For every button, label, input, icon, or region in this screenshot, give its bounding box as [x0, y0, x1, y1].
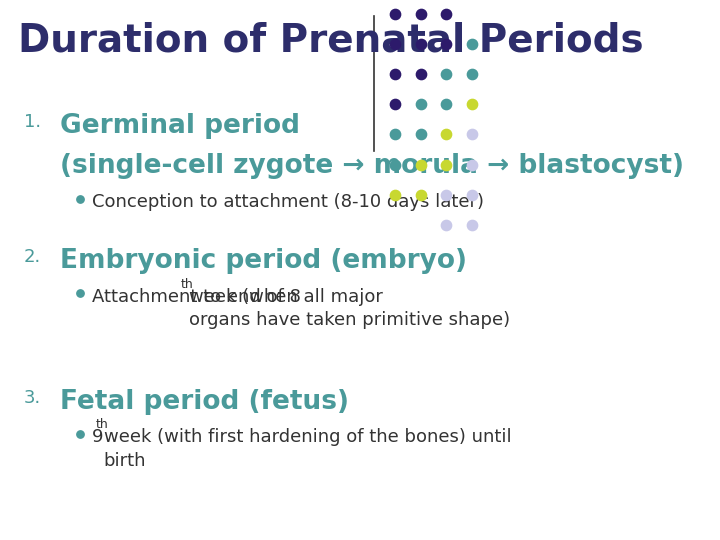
Text: 9: 9	[91, 428, 103, 446]
Point	[74, 289, 86, 298]
Point	[415, 160, 426, 169]
Text: Attachment to end of 8: Attachment to end of 8	[91, 288, 300, 306]
Point	[441, 100, 452, 109]
Point	[441, 221, 452, 230]
Point	[389, 39, 400, 48]
Point	[441, 130, 452, 139]
Point	[415, 130, 426, 139]
Point	[441, 9, 452, 18]
Text: Conception to attachment (8-10 days later): Conception to attachment (8-10 days late…	[91, 193, 484, 211]
Point	[389, 100, 400, 109]
Point	[389, 70, 400, 78]
Text: th: th	[96, 418, 108, 431]
Point	[467, 70, 478, 78]
Point	[415, 9, 426, 18]
Point	[441, 39, 452, 48]
Text: (single-cell zygote → morula → blastocyst): (single-cell zygote → morula → blastocys…	[60, 153, 684, 179]
Point	[467, 100, 478, 109]
Point	[467, 221, 478, 230]
Point	[389, 191, 400, 199]
Point	[467, 39, 478, 48]
Text: week (with first hardening of the bones) until
birth: week (with first hardening of the bones)…	[104, 428, 511, 470]
Text: 2.: 2.	[24, 248, 41, 266]
Point	[415, 100, 426, 109]
Text: th: th	[181, 278, 194, 291]
Point	[467, 130, 478, 139]
Text: Duration of Prenatal Periods: Duration of Prenatal Periods	[18, 22, 644, 59]
Point	[441, 191, 452, 199]
Point	[467, 191, 478, 199]
Text: week (when all major
organs have taken primitive shape): week (when all major organs have taken p…	[189, 288, 510, 329]
Text: Germinal period: Germinal period	[60, 113, 300, 139]
Point	[74, 429, 86, 438]
Point	[74, 194, 86, 203]
Text: Embryonic period (embryo): Embryonic period (embryo)	[60, 248, 467, 274]
Text: Fetal period (fetus): Fetal period (fetus)	[60, 389, 348, 415]
Text: 3.: 3.	[24, 389, 41, 407]
Point	[467, 160, 478, 169]
Point	[415, 191, 426, 199]
Point	[389, 9, 400, 18]
Point	[441, 70, 452, 78]
Point	[389, 160, 400, 169]
Text: 1.: 1.	[24, 113, 41, 131]
Point	[389, 130, 400, 139]
Point	[415, 39, 426, 48]
Point	[415, 70, 426, 78]
Point	[441, 160, 452, 169]
